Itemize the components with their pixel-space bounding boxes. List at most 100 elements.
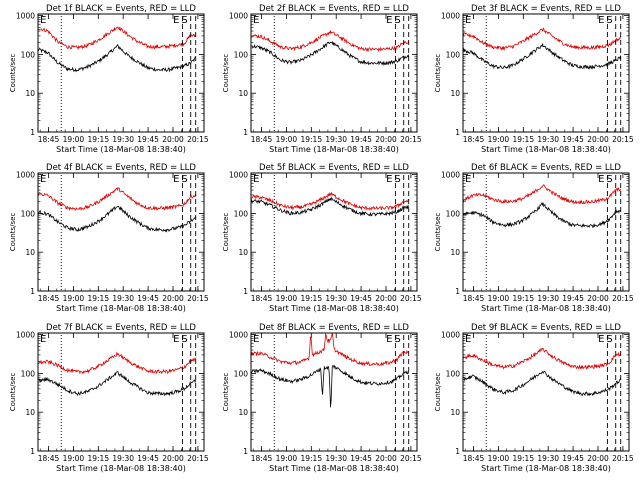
x-tick-label: 19:45	[350, 135, 372, 144]
series-lld-line	[38, 187, 197, 212]
series-events-line	[251, 40, 410, 67]
series-events-line	[38, 371, 197, 397]
y-tick-label: 1	[455, 128, 460, 137]
panel-det-3: Det 3f BLACK = Events, RED = LLD 1 10 100 10…	[434, 4, 634, 154]
x-axis-label: Start Time (18-Mar-08 18:38:40)	[56, 464, 186, 473]
panel-title: Det 7f BLACK = Events, RED = LLD	[46, 323, 196, 333]
x-tick-label: 19:15	[512, 294, 534, 303]
x-axis-label: Start Time (18-Mar-08 18:38:40)	[269, 145, 399, 154]
x-tick-label: 20:00	[587, 294, 609, 303]
time-marker-label: E	[386, 174, 392, 185]
x-axis-label: Start Time (18-Mar-08 18:38:40)	[269, 304, 399, 313]
y-tick-label: 1000	[441, 12, 460, 21]
x-tick-label: 19:30	[537, 135, 559, 144]
x-tick-label: 19:00	[488, 294, 510, 303]
plot-frame	[250, 332, 418, 452]
time-marker-label: E	[173, 334, 179, 345]
time-marker-label: S	[606, 334, 612, 345]
x-tick-label: 19:15	[512, 135, 534, 144]
time-marker-label: S	[606, 15, 612, 26]
corner-marker-label: E	[40, 15, 46, 26]
x-axis-label: Start Time (18-Mar-08 18:38:40)	[481, 304, 611, 313]
x-tick-label: 19:00	[276, 454, 298, 463]
y-tick-label: 100	[234, 369, 249, 378]
plot-frame	[250, 172, 418, 292]
y-tick-label: 1	[243, 128, 248, 137]
x-tick-label: 18:45	[463, 454, 485, 463]
x-tick-label: 19:00	[63, 454, 85, 463]
x-tick-label: 20:15	[187, 135, 209, 144]
x-tick-label: 20:00	[587, 135, 609, 144]
time-marker-label: E	[598, 15, 604, 26]
plot-frame	[37, 13, 205, 133]
x-tick-label: 19:15	[300, 454, 322, 463]
x-tick-label: 19:00	[63, 135, 85, 144]
x-tick-label: 19:15	[300, 135, 322, 144]
y-tick-label: 100	[234, 50, 249, 59]
corner-marker-label: E	[253, 174, 259, 185]
series-lld-line	[251, 333, 409, 367]
series-lld-line	[251, 30, 410, 53]
x-tick-label: 19:45	[137, 135, 159, 144]
y-tick-label: 10	[450, 89, 460, 98]
x-tick-label: 18:45	[38, 294, 60, 303]
panel-title: Det 6f BLACK = Events, RED = LLD	[471, 163, 621, 173]
x-tick-label: 18:45	[251, 294, 273, 303]
y-tick-label: 10	[238, 89, 248, 98]
y-tick-label: 1	[30, 128, 35, 137]
y-tick-label: 10	[238, 248, 248, 257]
x-tick-label: 19:00	[488, 135, 510, 144]
x-tick-label: 19:45	[562, 454, 584, 463]
panel-det-4: Det 4f BLACK = Events, RED = LLD 1 10 100 10…	[9, 163, 209, 313]
time-marker-label: E	[173, 174, 179, 185]
panel-title: Det 1f BLACK = Events, RED = LLD	[46, 4, 196, 14]
time-marker-label: S	[181, 15, 187, 26]
time-marker-label: E	[598, 334, 604, 345]
series-events-line	[251, 364, 410, 408]
plot-frame	[462, 13, 630, 133]
series-lld-line	[251, 191, 409, 211]
x-tick-label: 19:45	[562, 135, 584, 144]
y-tick-label: 1000	[229, 12, 248, 21]
series-events-line	[251, 196, 410, 217]
series-lld-line	[463, 347, 621, 370]
panel-title: Det 9f BLACK = Events, RED = LLD	[471, 323, 621, 333]
y-tick-label: 1000	[16, 331, 35, 340]
x-tick-label: 18:45	[38, 454, 60, 463]
x-tick-label: 19:15	[87, 294, 109, 303]
x-tick-label: 19:30	[112, 454, 134, 463]
y-axis-label: Counts/sec	[9, 54, 17, 93]
x-tick-label: 19:00	[488, 454, 510, 463]
x-tick-label: 19:30	[112, 294, 134, 303]
panel-title: Det 2f BLACK = Events, RED = LLD	[259, 4, 409, 14]
x-tick-label: 19:45	[562, 294, 584, 303]
panel-det-2: Det 2f BLACK = Events, RED = LLD 1 10 100 10…	[222, 4, 422, 154]
x-tick-label: 19:30	[537, 294, 559, 303]
x-tick-label: 18:45	[251, 135, 273, 144]
y-axis-label: Counts/sec	[434, 373, 442, 412]
corner-marker-label: E	[253, 15, 259, 26]
time-marker-label: E	[386, 334, 392, 345]
y-axis-label: Counts/sec	[222, 213, 230, 252]
x-tick-label: 20:15	[612, 135, 634, 144]
x-axis-label: Start Time (18-Mar-08 18:38:40)	[56, 304, 186, 313]
y-axis-label: Counts/sec	[434, 54, 442, 93]
x-tick-label: 19:30	[537, 454, 559, 463]
x-tick-label: 20:00	[162, 135, 184, 144]
x-tick-label: 18:45	[251, 454, 273, 463]
x-tick-label: 20:00	[375, 135, 397, 144]
y-tick-label: 100	[446, 209, 461, 218]
x-tick-label: 20:00	[375, 454, 397, 463]
panel-title: Det 5f BLACK = Events, RED = LLD	[259, 163, 409, 173]
x-tick-label: 20:15	[612, 294, 634, 303]
time-marker-label: S	[181, 334, 187, 345]
x-axis-label: Start Time (18-Mar-08 18:38:40)	[481, 145, 611, 154]
plot-frame	[250, 13, 418, 133]
x-tick-label: 19:30	[325, 135, 347, 144]
time-marker-label: E	[598, 174, 604, 185]
series-events-line	[38, 43, 196, 73]
x-axis-label: Start Time (18-Mar-08 18:38:40)	[269, 464, 399, 473]
x-tick-label: 20:00	[162, 454, 184, 463]
y-axis-label: Counts/sec	[9, 213, 17, 252]
y-tick-label: 100	[21, 209, 36, 218]
